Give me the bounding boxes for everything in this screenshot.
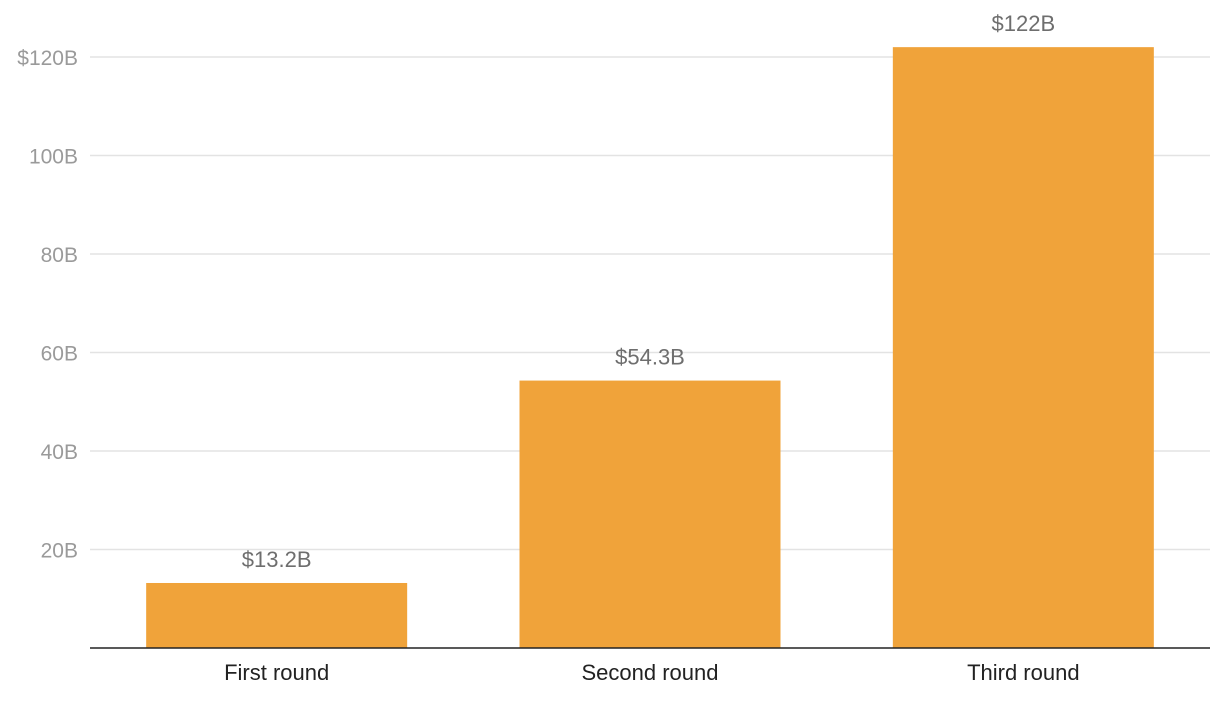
bar	[146, 582, 408, 648]
bars	[146, 47, 1154, 648]
y-tick-label: $120B	[17, 47, 78, 70]
data-labels: $13.2B $54.3B $122B	[242, 11, 1055, 572]
data-label: $122B	[992, 11, 1056, 36]
data-label: $54.3B	[615, 345, 685, 370]
category-label: First round	[224, 660, 329, 685]
x-axis-categories: First round Second round Third round	[224, 660, 1080, 685]
y-tick-label: 60B	[41, 343, 78, 366]
category-label: Second round	[582, 660, 719, 685]
data-label: $13.2B	[242, 547, 312, 572]
y-tick-label: 40B	[41, 441, 78, 464]
bar	[519, 380, 781, 648]
y-tick-label: 80B	[41, 244, 78, 267]
bar	[892, 47, 1154, 648]
y-tick-label: 20B	[41, 540, 78, 563]
y-tick-label: 100B	[29, 146, 78, 169]
category-label: Third round	[967, 660, 1080, 685]
y-axis-ticks: 20B 40B 60B 80B 100B $120B	[17, 47, 78, 563]
